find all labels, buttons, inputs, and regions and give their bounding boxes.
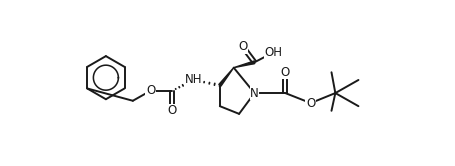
Text: O: O — [146, 84, 155, 97]
Text: O: O — [238, 40, 247, 53]
Text: N: N — [249, 87, 258, 100]
Text: OH: OH — [264, 46, 282, 59]
Text: O: O — [167, 104, 177, 117]
Text: NH: NH — [185, 74, 202, 86]
Text: O: O — [305, 97, 315, 110]
Polygon shape — [218, 68, 233, 86]
Text: O: O — [280, 66, 289, 79]
Polygon shape — [233, 61, 254, 68]
